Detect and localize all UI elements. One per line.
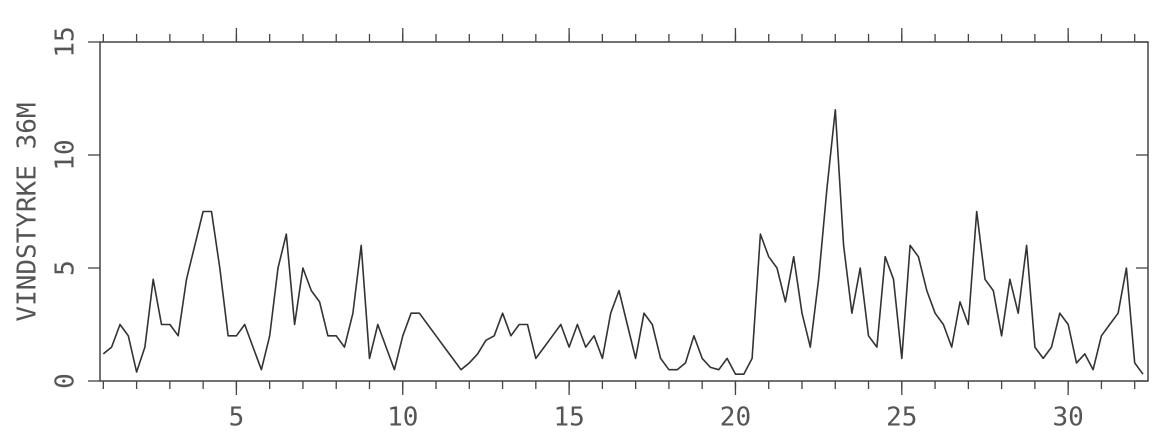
x-tick-label: 20 <box>720 403 751 433</box>
x-tick-label: 10 <box>387 403 418 433</box>
y-tick-label: 5 <box>51 260 81 276</box>
x-tick-label: 15 <box>553 403 584 433</box>
plot-frame <box>99 41 1149 382</box>
y-tick-label: 15 <box>51 26 81 57</box>
x-tick-label: 25 <box>886 403 917 433</box>
x-tick-label: 5 <box>229 403 245 433</box>
y-tick-label: 10 <box>51 139 81 170</box>
y-tick-label: 0 <box>51 373 81 389</box>
data-line <box>102 109 1144 375</box>
y-axis-label: VINDSTYRKE 36M <box>13 102 43 321</box>
x-tick-label: 30 <box>1052 403 1083 433</box>
